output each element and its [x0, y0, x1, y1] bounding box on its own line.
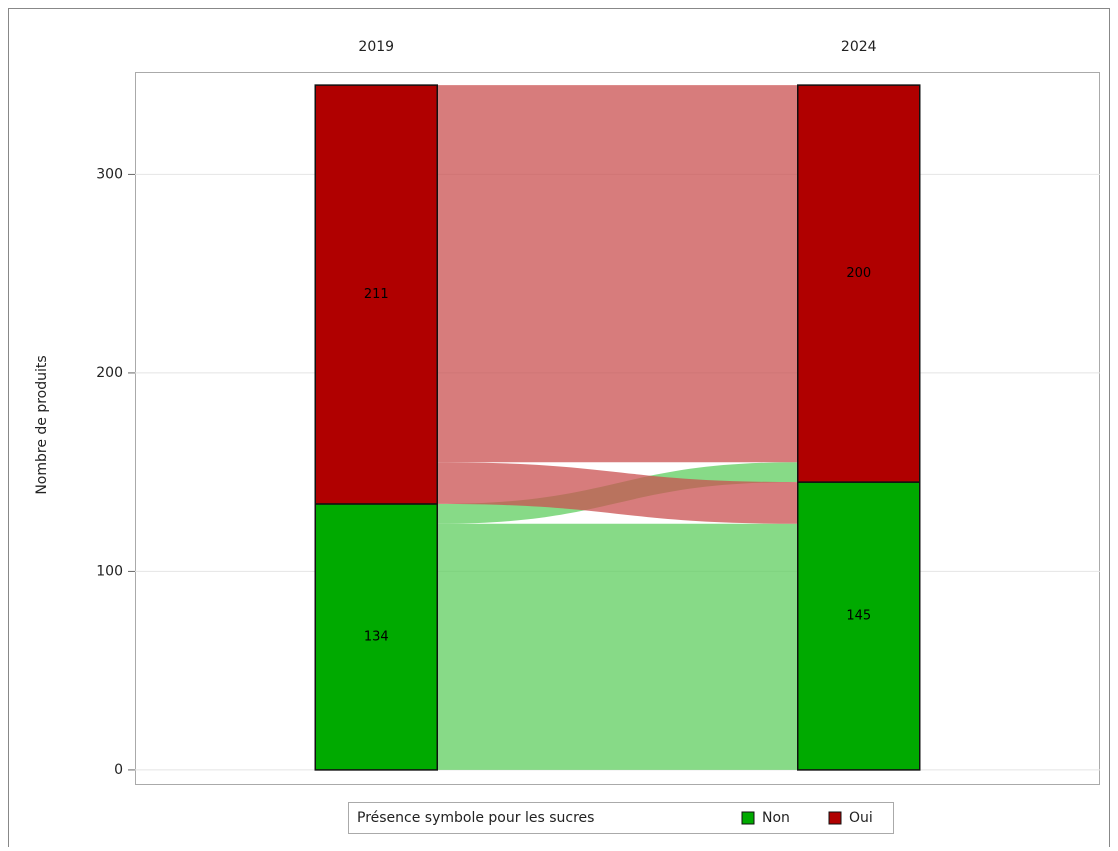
y-tick-label: 100 — [96, 563, 123, 579]
value-label: 200 — [846, 266, 871, 281]
bar-segment — [314, 84, 438, 505]
bar-segment — [314, 503, 438, 771]
x-category-label: 2019 — [358, 39, 394, 55]
flow — [437, 523, 798, 770]
legend-title: Présence symbole pour les sucres — [357, 810, 594, 826]
x-category-label: 2024 — [841, 39, 877, 55]
value-label: 145 — [846, 609, 871, 624]
y-tick-label: 200 — [96, 365, 123, 381]
y-axis-label: Nombre de produits — [34, 355, 50, 494]
value-label: 134 — [364, 629, 389, 644]
y-tick-label: 300 — [96, 166, 123, 182]
legend-box — [348, 802, 894, 834]
y-tick-label: 0 — [114, 762, 123, 778]
legend-label: Oui — [849, 810, 873, 826]
value-label: 211 — [364, 287, 389, 302]
bar-segment — [797, 481, 921, 771]
bar-segment — [797, 84, 921, 483]
flow — [437, 85, 798, 463]
legend-label: Non — [762, 810, 790, 826]
legend-swatch — [741, 811, 755, 825]
legend-swatch — [828, 811, 842, 825]
flow — [437, 462, 798, 524]
